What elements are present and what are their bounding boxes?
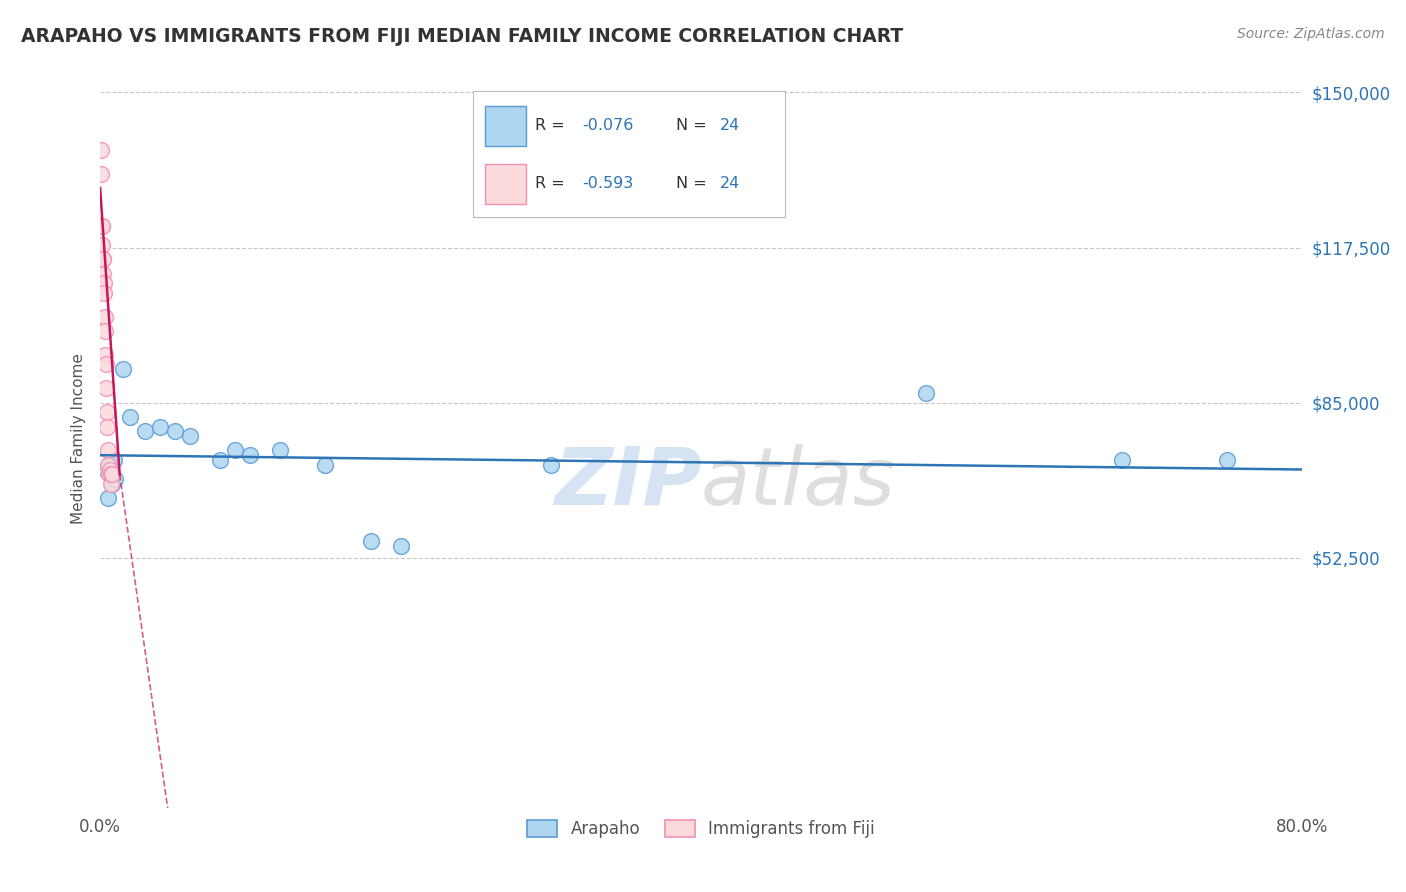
Text: ZIP: ZIP [554, 444, 702, 522]
Point [90, 143, 112, 157]
Point [101, 476, 124, 491]
Point [120, 409, 142, 424]
Point [915, 386, 938, 401]
Point [94, 348, 117, 362]
Point [111, 362, 134, 376]
Point [93, 285, 115, 300]
Point [179, 429, 201, 443]
Text: ARAPAHO VS IMMIGRANTS FROM FIJI MEDIAN FAMILY INCOME CORRELATION CHART: ARAPAHO VS IMMIGRANTS FROM FIJI MEDIAN F… [21, 27, 903, 45]
Point [360, 534, 382, 549]
Point [149, 419, 172, 434]
Point [209, 453, 232, 467]
Point [90, 219, 112, 233]
Point [91, 252, 114, 267]
Point [1111, 453, 1133, 467]
Point [98, 458, 121, 472]
Legend: Arapaho, Immigrants from Fiji: Arapaho, Immigrants from Fiji [520, 813, 882, 845]
Point [100, 476, 122, 491]
Point [269, 443, 291, 458]
Text: atlas: atlas [702, 444, 896, 522]
Point [389, 539, 412, 553]
Point [90, 167, 112, 181]
Point [314, 458, 336, 472]
Point [134, 425, 156, 439]
Text: Source: ZipAtlas.com: Source: ZipAtlas.com [1237, 27, 1385, 41]
Point [98, 467, 121, 482]
Point [93, 267, 115, 281]
Point [94, 462, 117, 476]
Point [1216, 453, 1239, 467]
Point [97, 443, 120, 458]
Point [165, 425, 187, 439]
Point [100, 467, 122, 482]
Point [96, 419, 118, 434]
Point [97, 458, 120, 472]
Point [103, 453, 125, 467]
Point [94, 324, 117, 338]
Point [224, 443, 246, 458]
Point [101, 467, 124, 482]
Point [97, 491, 120, 505]
Point [90, 219, 112, 233]
Point [94, 358, 117, 372]
Point [540, 458, 562, 472]
Point [98, 462, 121, 476]
Point [93, 310, 115, 324]
Point [91, 238, 114, 252]
Point [91, 252, 114, 267]
Point [93, 277, 115, 291]
Point [100, 467, 122, 482]
Point [96, 405, 118, 419]
Point [104, 472, 127, 486]
Point [239, 448, 262, 462]
Point [94, 381, 117, 395]
Y-axis label: Median Family Income: Median Family Income [72, 353, 86, 524]
